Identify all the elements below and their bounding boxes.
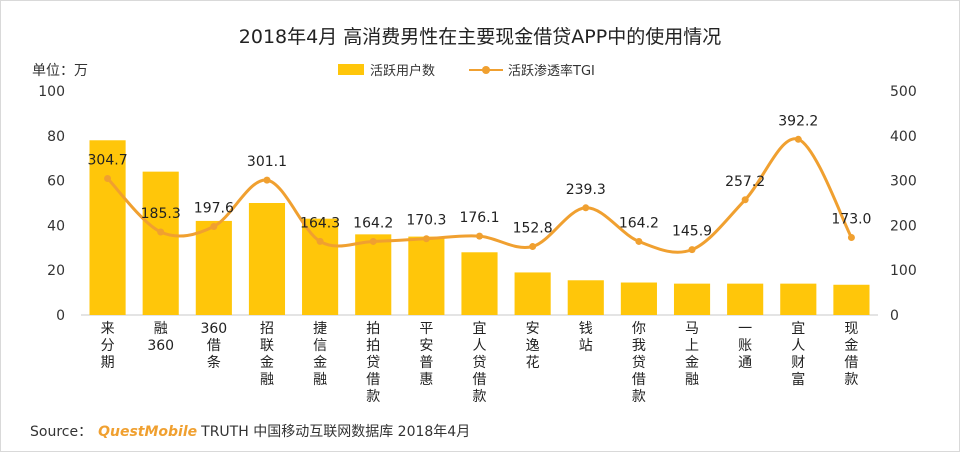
legend: 活跃用户数 活跃渗透率TGI [338,60,629,79]
tgi-point [316,237,324,245]
tgi-point [582,204,590,212]
tgi-point [104,174,112,182]
bar [195,220,232,315]
bar [620,282,657,315]
tgi-point [688,246,696,254]
tgi-point [157,228,165,236]
tgi-point [529,243,537,251]
source-text: TRUTH 中国移动互联网数据库 2018年4月 [201,424,471,440]
tgi-point [794,135,802,143]
y-left-tick-label: 60 [47,174,65,190]
legend-label-bar: 活跃用户数 [370,64,436,79]
legend-item-line[interactable]: 活跃渗透率TGI [469,60,595,79]
bar [567,280,604,315]
y-right-tick-label: 500 [890,84,917,100]
tgi-data-label: 176.1 [459,210,499,226]
tgi-data-label: 164.2 [619,215,659,231]
bar [355,234,392,315]
tgi-data-label: 257.2 [725,174,765,190]
legend-swatch-bar [338,64,364,75]
tgi-data-label: 301.1 [247,154,287,170]
tgi-data-label: 239.3 [566,182,606,198]
tgi-point [635,237,643,245]
source-line: Source： QuestMobile TRUTH 中国移动互联网数据库 2018年… [30,421,470,441]
y-left-tick-label: 20 [47,263,65,279]
category-label: 你我贷借款 [632,321,646,405]
category-label: 拍拍贷借款 [366,321,380,405]
y-right-tick-label: 0 [890,308,899,324]
y-left-tick-label: 0 [56,308,65,324]
tgi-point [847,233,855,241]
tgi-point [369,237,377,245]
tgi-point [476,232,483,240]
tgi-data-label: 173.0 [831,211,871,227]
category-label: 融 360 [147,321,174,354]
bar [780,283,817,315]
bar [248,203,286,315]
chart-title: 2018年4月 高消费男性在主要现金借贷APP中的使用情况 [238,26,722,48]
bar [89,140,126,315]
category-label: 安逸花 [526,321,540,371]
bar [408,236,445,315]
tgi-point [210,222,218,230]
bar [142,171,179,315]
y-right-tick-label: 300 [890,174,917,190]
y-right-tick-label: 400 [890,129,917,145]
legend-label-line: 活跃渗透率TGI [508,64,595,79]
legend-swatch-line [469,64,504,76]
y-right-tick-label: 200 [890,218,917,234]
tgi-data-label: 152.8 [513,221,553,237]
y-left-tick-label: 100 [38,84,65,100]
bar [673,283,711,315]
tgi-data-label: 164.2 [353,215,393,231]
unit-label: 单位：万 [32,63,88,79]
tgi-data-label: 197.6 [194,200,234,216]
tgi-point [422,235,430,243]
tgi-data-label: 170.3 [406,213,446,229]
bar [302,218,339,315]
y-left-tick-label: 80 [47,129,65,145]
bar [514,272,551,315]
source-brand-logo: QuestMobile [98,424,198,440]
bar [727,283,764,315]
category-label: 马上金融 [685,321,699,388]
y-right-tick-label: 100 [890,263,917,279]
y-left-tick-label: 40 [47,218,65,234]
tgi-point [741,196,749,204]
legend-item-bar[interactable]: 活跃用户数 [338,60,435,79]
category-label: 来分期 [101,321,115,371]
tgi-data-label: 392.2 [778,113,818,129]
tgi-point [263,176,271,184]
tgi-data-label: 145.9 [672,224,712,240]
category-label: 360 借条 [200,321,227,371]
source-prefix: Source： [30,424,93,440]
tgi-data-label: 185.3 [141,206,181,222]
category-label: 钱站 [579,321,593,354]
category-label: 招联金融 [260,321,274,388]
category-label: 平安普惠 [419,321,433,388]
category-label: 宜人贷借款 [473,321,487,405]
category-label: 一账通 [738,321,752,371]
bar [461,252,498,315]
tgi-data-label: 304.7 [88,152,128,168]
bar [833,284,870,315]
category-label: 现金借款 [844,321,858,388]
tgi-data-label: 164.3 [300,215,340,231]
category-label: 捷信金融 [313,321,327,388]
category-label: 宜人财富 [791,321,805,388]
